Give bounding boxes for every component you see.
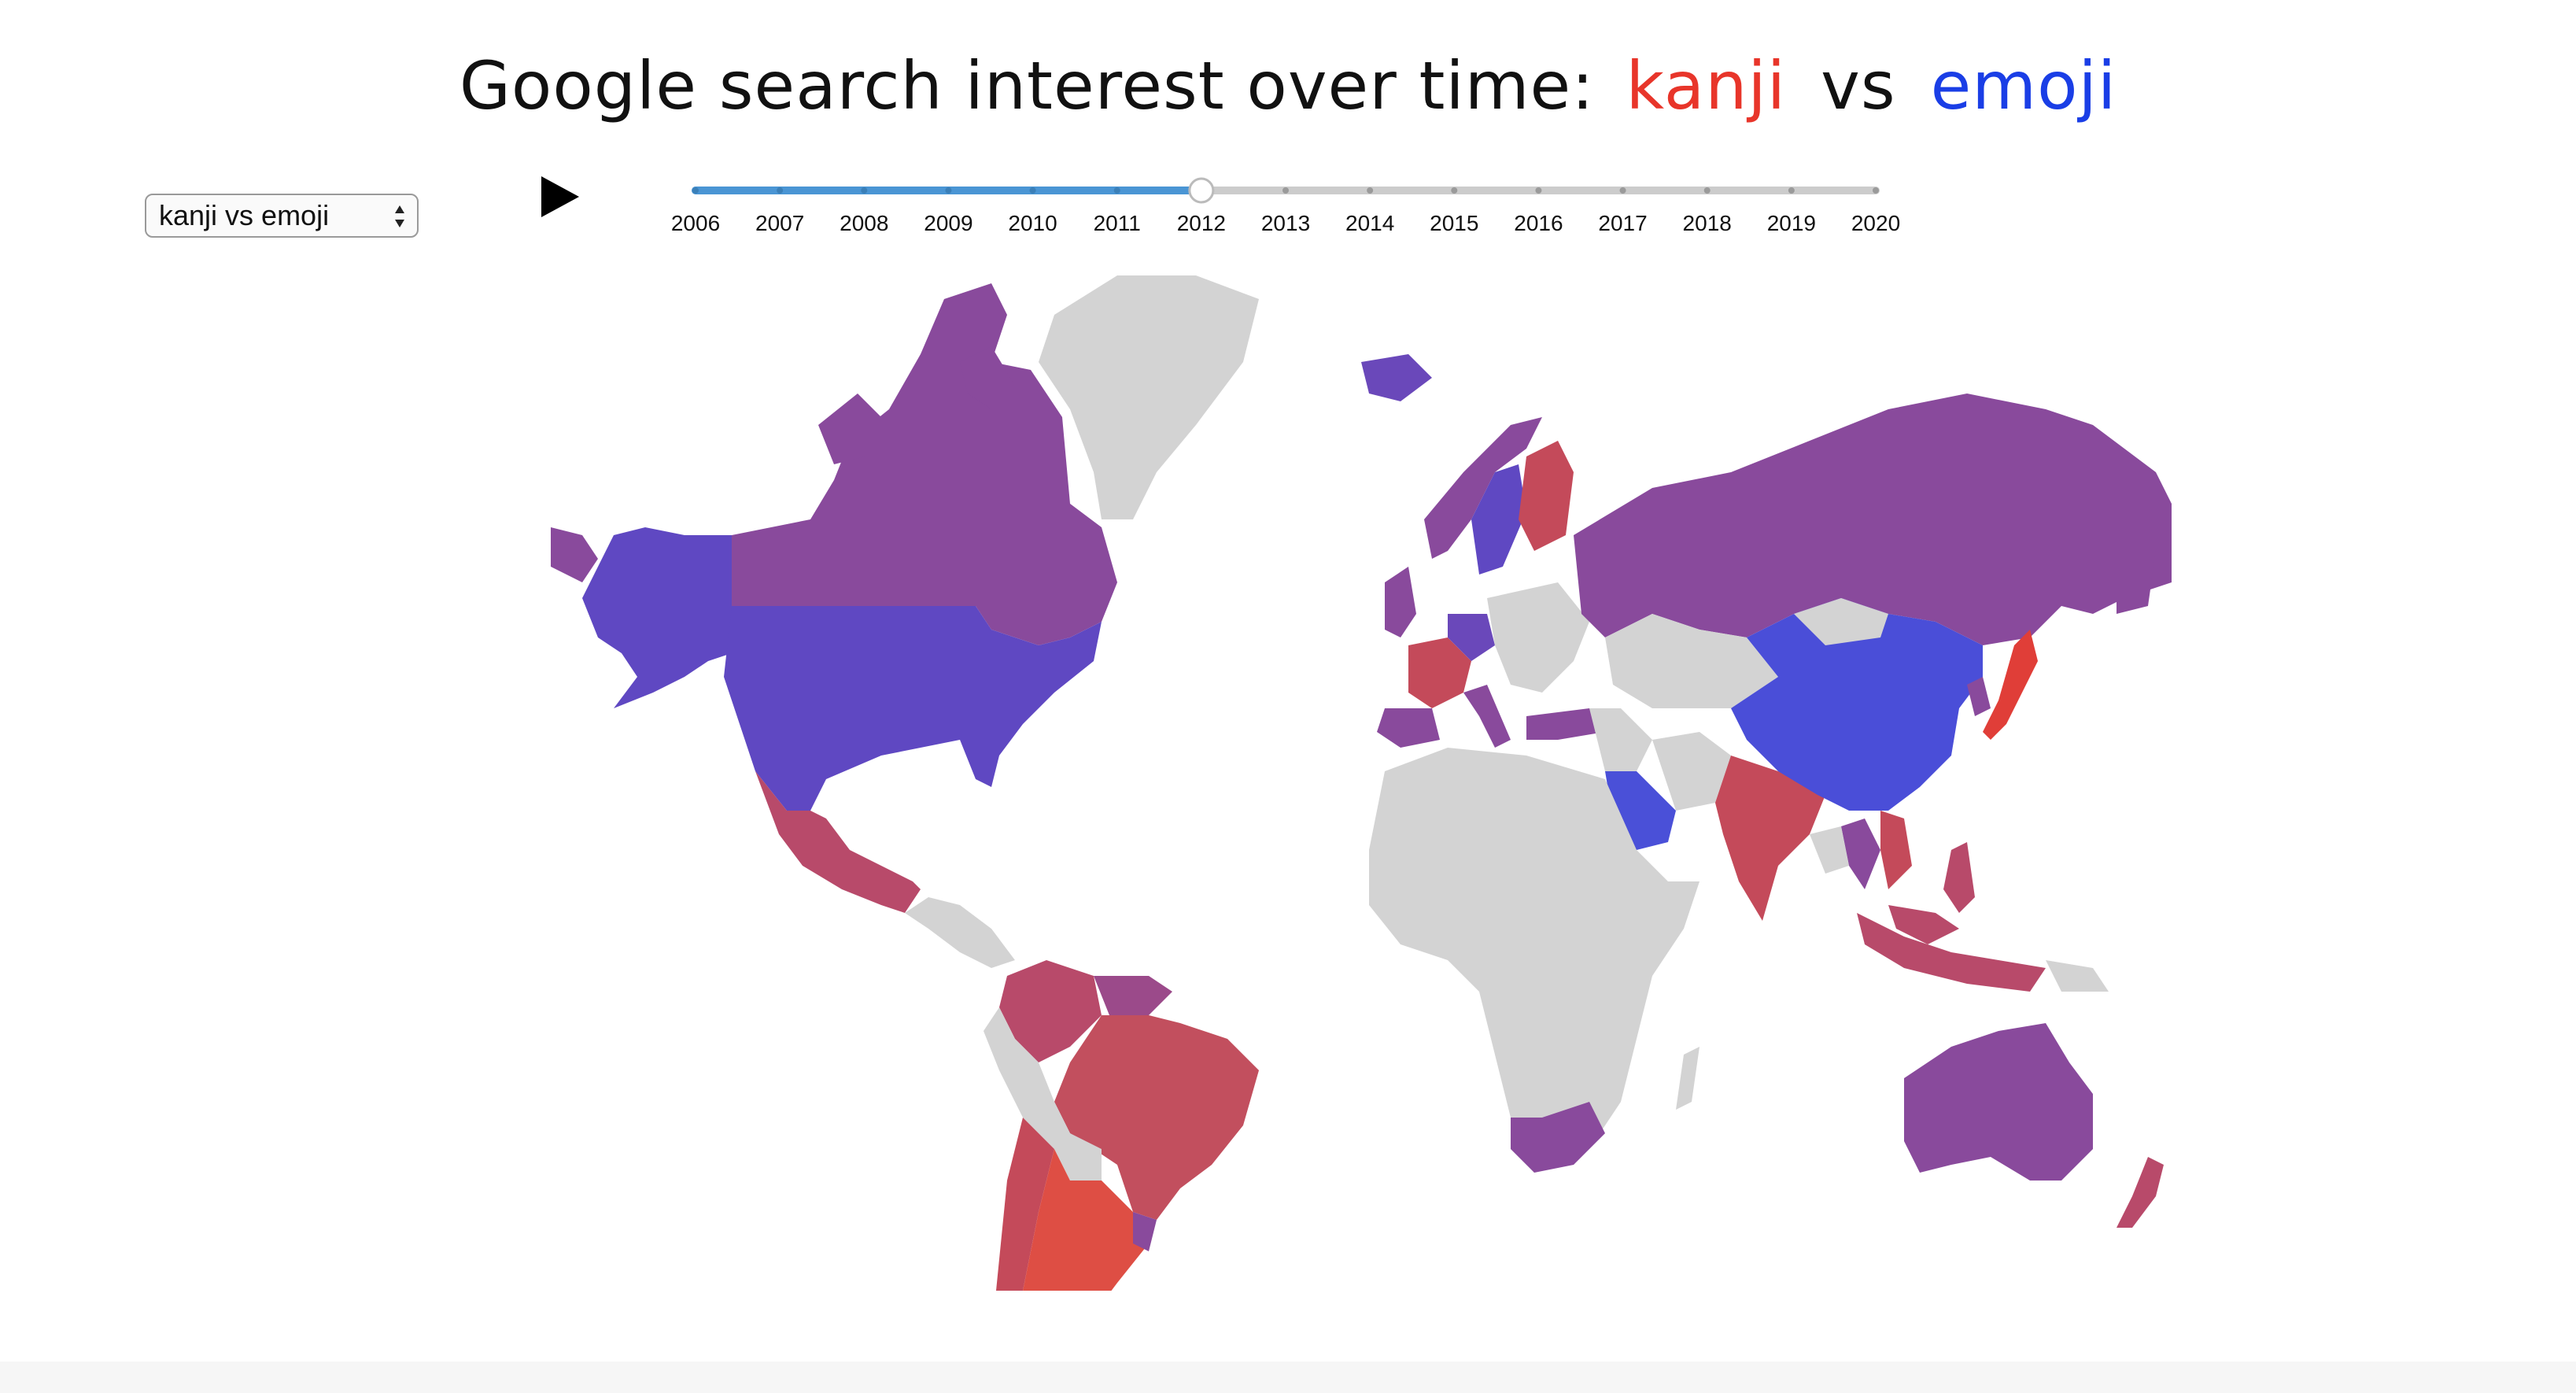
region-indonesia[interactable] xyxy=(1857,913,2046,992)
year-label-2011[interactable]: 2011 xyxy=(1093,211,1141,235)
region-turkey[interactable] xyxy=(1526,708,1605,740)
region-mexico[interactable] xyxy=(755,771,921,913)
region-russia-far-east[interactable] xyxy=(2117,551,2156,614)
region-south-africa[interactable] xyxy=(1511,1102,1605,1173)
region-canada[interactable] xyxy=(732,283,1117,645)
slider-tick xyxy=(1282,187,1289,194)
bottom-bar xyxy=(0,1362,2576,1393)
world-map xyxy=(551,275,2172,1291)
region-chile[interactable] xyxy=(991,1118,1054,1291)
year-label-2016[interactable]: 2016 xyxy=(1514,211,1563,235)
region-russia[interactable] xyxy=(1574,394,2172,645)
year-label-2019[interactable]: 2019 xyxy=(1766,211,1816,235)
slider-tick xyxy=(1029,187,1036,194)
region-thailand[interactable] xyxy=(1841,818,1880,889)
slider-tick xyxy=(1113,187,1120,194)
region-india[interactable] xyxy=(1715,756,1825,921)
region-uk[interactable] xyxy=(1385,567,1416,637)
region-venezuela[interactable] xyxy=(1094,976,1172,1015)
region-central-america[interactable] xyxy=(905,897,1015,968)
region-southeast-asia[interactable] xyxy=(1810,826,1849,874)
region-eastern-europe[interactable] xyxy=(1487,582,1589,693)
year-label-2018[interactable]: 2018 xyxy=(1682,211,1732,235)
year-label-2017[interactable]: 2017 xyxy=(1598,211,1648,235)
region-argentina[interactable] xyxy=(1023,1149,1149,1291)
region-norway[interactable] xyxy=(1424,417,1542,559)
region-africa[interactable] xyxy=(1369,748,1699,1157)
slider-tick xyxy=(1703,187,1711,194)
region-australia[interactable] xyxy=(1904,1023,2093,1181)
region-kazakhstan[interactable] xyxy=(1605,614,1778,708)
slider-tick xyxy=(861,187,868,194)
region-mongolia[interactable] xyxy=(1794,598,1888,645)
region-canada-arctic2[interactable] xyxy=(960,346,1015,409)
slider-tick xyxy=(1873,187,1879,194)
region-uruguay[interactable] xyxy=(1133,1212,1157,1251)
slider-handle[interactable] xyxy=(1188,177,1215,204)
slider-ticks xyxy=(692,187,1879,194)
region-china[interactable] xyxy=(1731,598,1983,811)
year-label-2006[interactable]: 2006 xyxy=(670,211,721,235)
title-vs: vs xyxy=(1821,47,1896,124)
updown-arrows-icon xyxy=(395,205,404,227)
region-new-zealand[interactable] xyxy=(2117,1157,2164,1228)
region-peru[interactable] xyxy=(984,1007,1070,1149)
title-term1: kanji xyxy=(1626,47,1787,124)
region-malaysia[interactable] xyxy=(1888,905,1959,944)
year-label-2014[interactable]: 2014 xyxy=(1345,211,1395,235)
region-brazil[interactable] xyxy=(1054,1015,1259,1220)
region-iceland[interactable] xyxy=(1361,354,1432,401)
year-label-2012[interactable]: 2012 xyxy=(1176,211,1226,235)
region-canada-arctic[interactable] xyxy=(818,394,889,464)
region-alaska-west[interactable] xyxy=(551,527,598,582)
region-bolivia[interactable] xyxy=(1054,1102,1102,1181)
year-label-2013[interactable]: 2013 xyxy=(1260,211,1311,235)
region-italy[interactable] xyxy=(1463,685,1511,748)
slider-tick xyxy=(1367,187,1374,194)
year-label-2020[interactable]: 2020 xyxy=(1851,211,1901,235)
year-label-2008[interactable]: 2008 xyxy=(840,211,889,235)
region-iran[interactable] xyxy=(1652,732,1731,811)
region-vietnam[interactable] xyxy=(1880,811,1912,889)
page-title: Google search interest over time: kanji vs… xyxy=(0,47,2576,124)
year-label-2009[interactable]: 2009 xyxy=(924,211,973,235)
slider-tick xyxy=(1451,187,1458,194)
play-icon xyxy=(541,176,579,217)
slider-tick xyxy=(1619,187,1626,194)
slider-tick xyxy=(1535,187,1542,194)
region-colombia[interactable] xyxy=(999,960,1102,1062)
year-label-2007[interactable]: 2007 xyxy=(755,211,805,235)
region-spain[interactable] xyxy=(1377,708,1440,748)
slider-tick xyxy=(692,187,699,194)
year-label-2015[interactable]: 2015 xyxy=(1430,211,1479,235)
play-button[interactable] xyxy=(540,175,581,219)
comparison-select-value: kanji vs emoji xyxy=(159,199,330,231)
slider-tick xyxy=(1788,187,1795,194)
region-papua[interactable] xyxy=(2046,960,2109,992)
timeline-slider[interactable] xyxy=(0,0,2576,236)
title-term2: emoji xyxy=(1930,47,2117,124)
region-middle-east[interactable] xyxy=(1589,708,1652,771)
region-greenland[interactable] xyxy=(1039,275,1259,519)
region-alaska[interactable] xyxy=(582,527,732,708)
region-germany[interactable] xyxy=(1448,614,1495,661)
region-madagascar[interactable] xyxy=(1676,1047,1699,1110)
region-sweden[interactable] xyxy=(1471,464,1526,575)
region-philippines[interactable] xyxy=(1943,842,1975,913)
region-japan[interactable] xyxy=(1983,630,2038,740)
region-usa[interactable] xyxy=(724,606,1102,811)
title-prefix: Google search interest over time: xyxy=(459,47,1595,124)
region-france[interactable] xyxy=(1408,637,1471,708)
region-finland[interactable] xyxy=(1519,441,1574,551)
slider-tick xyxy=(777,187,784,194)
comparison-select[interactable]: kanji vs emoji xyxy=(145,194,419,238)
region-korea[interactable] xyxy=(1967,677,1991,716)
year-label-2010[interactable]: 2010 xyxy=(1008,211,1057,235)
slider-tick xyxy=(945,187,952,194)
